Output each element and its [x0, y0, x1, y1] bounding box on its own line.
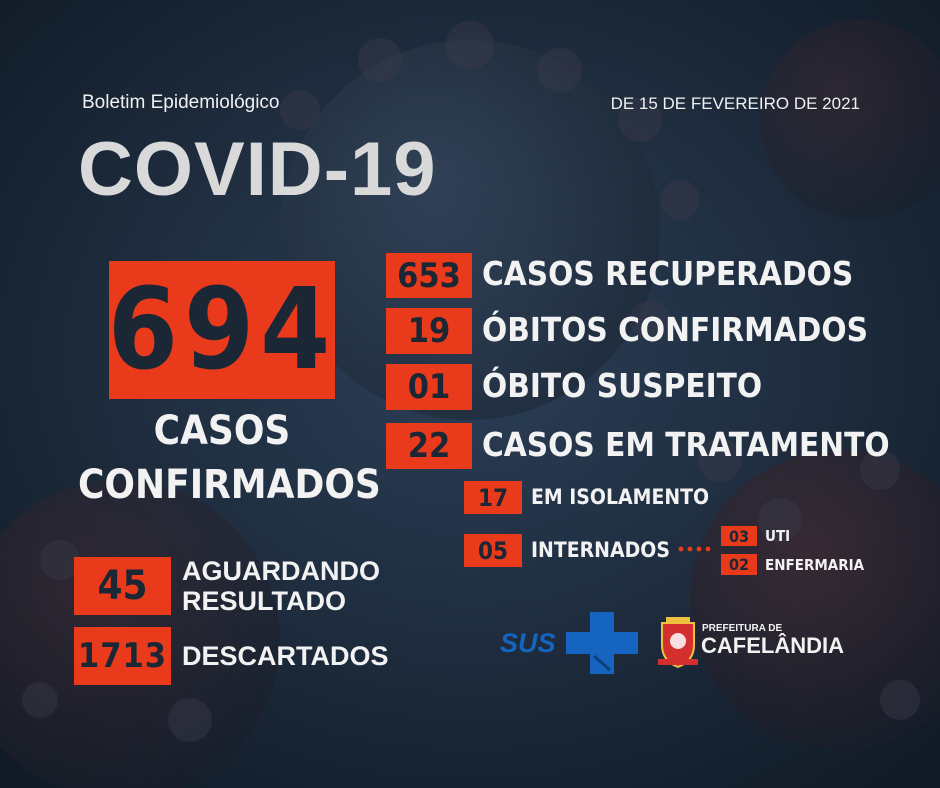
ward-value-box: 02 — [721, 554, 757, 575]
deaths-value: 19 — [407, 311, 451, 351]
treatment-value: 22 — [407, 426, 451, 466]
prefeitura-big-text: CAFELÂNDIA — [701, 633, 844, 658]
page-title: COVID-19 — [78, 127, 437, 212]
confirmed-value: 694 — [107, 265, 337, 395]
awaiting-label-line1: AGUARDANDO — [182, 556, 380, 586]
prefeitura-logo: PREFEITURA DE CAFELÂNDIA — [656, 613, 866, 673]
recovered-value-box: 653 — [386, 253, 472, 298]
isolation-label: EM ISOLAMENTO — [531, 485, 710, 509]
hospitalized-label: INTERNADOS — [531, 538, 670, 562]
recovered-value: 653 — [397, 255, 461, 296]
suspected-death-label: ÓBITO SUSPEITO — [482, 366, 763, 405]
awaiting-label-line2: RESULTADO — [182, 586, 346, 616]
sus-logo: SUS — [500, 612, 640, 674]
discarded-value: 1713 — [77, 636, 168, 676]
awaiting-value: 45 — [97, 563, 148, 609]
hospitalized-value: 05 — [477, 536, 509, 565]
ward-value: 02 — [728, 555, 750, 574]
bulletin-date: DE 15 DE FEVEREIRO DE 2021 — [610, 94, 860, 113]
recovered-label: CASOS RECUPERADOS — [482, 254, 854, 293]
suspected-death-value: 01 — [407, 367, 451, 407]
uti-value: 03 — [728, 526, 750, 546]
uti-value-box: 03 — [721, 526, 757, 546]
isolation-value-box: 17 — [464, 481, 522, 514]
discarded-label: DESCARTADOS — [182, 641, 389, 671]
sus-logo-text: SUS — [500, 628, 556, 658]
discarded-value-box: 1713 — [74, 627, 171, 685]
deaths-value-box: 19 — [386, 308, 472, 354]
deaths-label: ÓBITOS CONFIRMADOS — [482, 310, 868, 349]
bulletin-subtitle: Boletim Epidemiológico — [82, 92, 280, 113]
treatment-value-box: 22 — [386, 423, 472, 469]
treatment-label: CASOS EM TRATAMENTO — [482, 425, 890, 464]
hospitalized-value-box: 05 — [464, 534, 522, 567]
suspected-death-value-box: 01 — [386, 364, 472, 410]
ward-label: ENFERMARIA — [765, 556, 865, 574]
confirmed-label-line1: CASOS — [153, 408, 291, 454]
dots-connector-icon — [678, 546, 711, 552]
prefeitura-small-text: PREFEITURA DE — [702, 623, 783, 634]
uti-label: UTI — [765, 527, 791, 545]
awaiting-value-box: 45 — [74, 557, 171, 615]
confirmed-value-box: 694 — [107, 261, 337, 399]
isolation-value: 17 — [477, 483, 509, 512]
city-coat-of-arms-icon — [658, 617, 698, 669]
confirmed-label-line2: CONFIRMADOS — [78, 462, 381, 508]
sus-cross-icon — [566, 612, 638, 674]
